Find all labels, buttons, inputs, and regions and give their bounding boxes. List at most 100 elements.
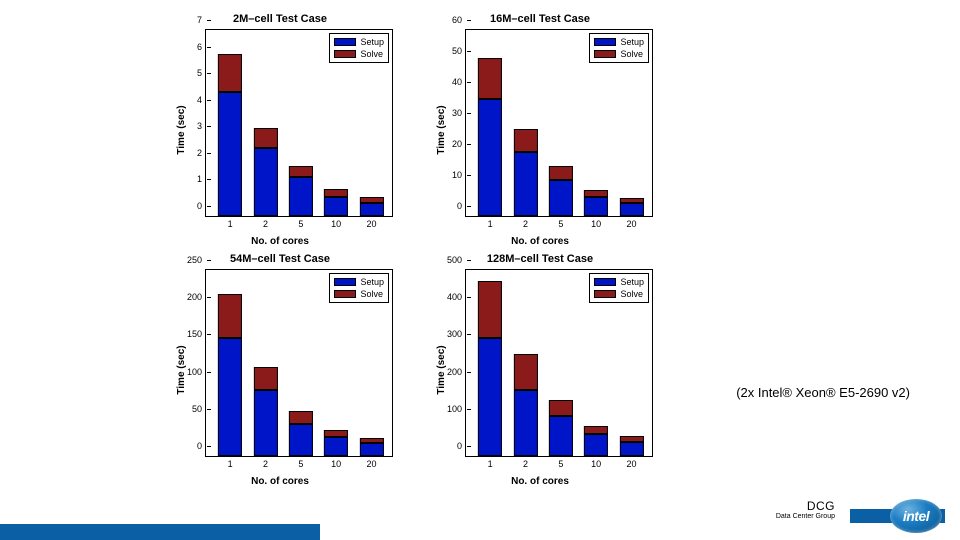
- y-tick: 20: [452, 139, 466, 149]
- y-tick: 500: [447, 255, 466, 265]
- y-tick: 200: [447, 367, 466, 377]
- plot-area-wrap: 0501001502002501251020SetupSolve: [205, 269, 393, 457]
- y-tick: 6: [197, 42, 206, 52]
- y-axis-label: Time (sec): [176, 105, 187, 154]
- bar-segment-solve: [289, 411, 313, 423]
- bar-segment-setup: [478, 338, 502, 456]
- bar-segment-setup: [359, 443, 383, 456]
- stacked-bar: [619, 198, 643, 216]
- legend-swatch: [594, 278, 616, 286]
- x-tick: 2: [523, 456, 528, 469]
- x-tick: 1: [488, 456, 493, 469]
- stacked-bar: [513, 354, 537, 456]
- chart-panel: 128M–cell Test CaseTime (sec)No. of core…: [425, 255, 655, 485]
- y-tick: 3: [197, 121, 206, 131]
- dcg-subtitle: Data Center Group: [776, 513, 835, 520]
- legend-swatch: [334, 38, 356, 46]
- dcg-title: DCG: [776, 499, 835, 513]
- slide-page: 2M–cell Test CaseTime (sec)No. of cores0…: [0, 0, 960, 540]
- x-tick: 5: [298, 216, 303, 229]
- legend-item: Solve: [334, 48, 384, 60]
- y-tick: 250: [187, 255, 206, 265]
- stacked-bar: [359, 438, 383, 456]
- x-tick: 20: [367, 456, 377, 469]
- stacked-bar: [218, 54, 242, 216]
- y-tick: 0: [457, 441, 466, 451]
- chart-panel: 54M–cell Test CaseTime (sec)No. of cores…: [165, 255, 395, 485]
- legend: SetupSolve: [329, 273, 389, 303]
- y-tick: 40: [452, 77, 466, 87]
- legend-label: Setup: [360, 276, 384, 288]
- x-tick: 10: [331, 456, 341, 469]
- hardware-caption: (2x Intel® Xeon® E5-2690 v2): [736, 385, 910, 400]
- stacked-bar: [584, 190, 608, 216]
- plot-area: 012345671251020SetupSolve: [205, 29, 393, 217]
- y-axis-label: Time (sec): [176, 345, 187, 394]
- bar-segment-setup: [584, 434, 608, 456]
- bar-segment-setup: [359, 203, 383, 216]
- plot-area-wrap: 01002003004005001251020SetupSolve: [465, 269, 653, 457]
- logo-oval: intel: [890, 499, 942, 533]
- bar-segment-setup: [253, 148, 277, 216]
- y-tick: 50: [192, 404, 206, 414]
- legend-label: Setup: [620, 276, 644, 288]
- y-tick: 1: [197, 174, 206, 184]
- bar-segment-solve: [218, 294, 242, 338]
- y-tick: 0: [197, 201, 206, 211]
- legend: SetupSolve: [589, 273, 649, 303]
- x-tick: 20: [367, 216, 377, 229]
- chart-panel: 2M–cell Test CaseTime (sec)No. of cores0…: [165, 15, 395, 245]
- legend-swatch: [594, 50, 616, 58]
- stacked-bar: [359, 197, 383, 216]
- bar-segment-solve: [478, 58, 502, 99]
- plot-area: 01002003004005001251020SetupSolve: [465, 269, 653, 457]
- bar-segment-solve: [549, 166, 573, 179]
- y-tick: 100: [447, 404, 466, 414]
- stacked-bar: [324, 430, 348, 456]
- legend-swatch: [594, 38, 616, 46]
- chart-panel: 16M–cell Test CaseTime (sec)No. of cores…: [425, 15, 655, 245]
- legend-item: Solve: [594, 48, 644, 60]
- x-tick: 2: [263, 216, 268, 229]
- bar-segment-solve: [513, 354, 537, 390]
- bar-segment-setup: [513, 152, 537, 216]
- stacked-bar: [253, 367, 277, 456]
- legend-label: Solve: [620, 288, 643, 300]
- chart-grid: 2M–cell Test CaseTime (sec)No. of cores0…: [165, 15, 655, 485]
- bar-segment-solve: [584, 190, 608, 197]
- bar-segment-solve: [218, 54, 242, 92]
- legend-label: Solve: [620, 48, 643, 60]
- y-tick: 0: [457, 201, 466, 211]
- stacked-bar: [478, 58, 502, 216]
- bar-segment-setup: [253, 390, 277, 456]
- bar-segment-solve: [289, 166, 313, 178]
- bar-segment-setup: [218, 92, 242, 216]
- plot-area-wrap: 012345671251020SetupSolve: [205, 29, 393, 217]
- bar-segment-setup: [549, 180, 573, 216]
- bar-segment-solve: [253, 367, 277, 390]
- legend-label: Solve: [360, 288, 383, 300]
- x-tick: 1: [228, 216, 233, 229]
- legend-item: Setup: [334, 36, 384, 48]
- stacked-bar: [289, 166, 313, 216]
- bar-segment-setup: [584, 197, 608, 216]
- x-tick: 20: [627, 216, 637, 229]
- legend-item: Solve: [334, 288, 384, 300]
- legend-label: Setup: [360, 36, 384, 48]
- x-axis-label: No. of cores: [165, 476, 395, 487]
- footer: DCG Data Center Group intel: [0, 495, 960, 540]
- y-tick: 30: [452, 108, 466, 118]
- bar-segment-setup: [478, 99, 502, 216]
- bar-segment-setup: [289, 424, 313, 456]
- x-tick: 2: [523, 216, 528, 229]
- bar-segment-solve: [324, 189, 348, 197]
- y-tick: 5: [197, 68, 206, 78]
- x-tick: 10: [591, 456, 601, 469]
- plot-area-wrap: 01020304050601251020SetupSolve: [465, 29, 653, 217]
- y-tick: 60: [452, 15, 466, 25]
- bar-segment-setup: [324, 437, 348, 456]
- y-tick: 300: [447, 329, 466, 339]
- legend-item: Solve: [594, 288, 644, 300]
- bar-segment-setup: [549, 416, 573, 456]
- bar-segment-setup: [619, 203, 643, 216]
